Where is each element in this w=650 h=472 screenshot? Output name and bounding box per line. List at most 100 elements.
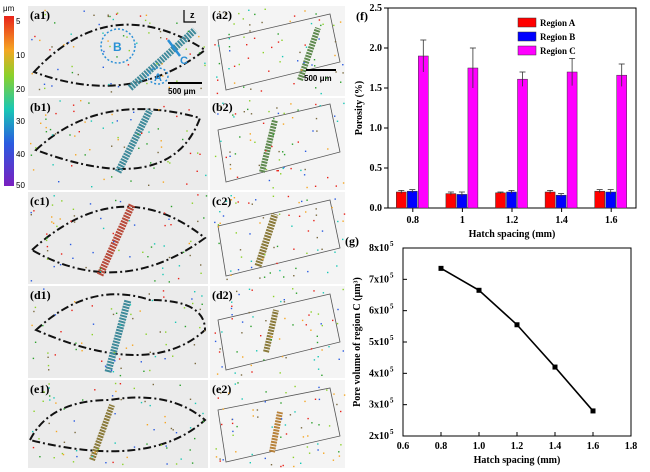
pore-dot [272, 295, 275, 298]
pore-dot [254, 141, 256, 143]
pore-dot [216, 92, 219, 95]
pore-dot [198, 35, 200, 38]
pore-dot [340, 444, 342, 446]
pore-dot [293, 83, 295, 85]
pore-dot [317, 356, 319, 358]
pore-dot [242, 356, 244, 358]
pore-dot [290, 103, 292, 105]
legend-label: Region A [540, 18, 576, 28]
image-a1 [28, 6, 208, 96]
pore-dot [81, 342, 83, 344]
pore-dot [63, 441, 66, 443]
y-tick-exponent: 5 [390, 303, 394, 311]
pore-dot [93, 14, 95, 16]
pore-dot [90, 120, 93, 122]
pore-dot [317, 249, 319, 251]
pore-dot [89, 203, 92, 205]
pore-dot [56, 225, 58, 228]
pore-dot [304, 10, 306, 12]
pore-dot [278, 213, 281, 215]
pore-dot [233, 197, 236, 199]
pore-dot [116, 120, 118, 122]
pore-dot [115, 199, 117, 202]
y-axis-label: Porosity (%) [354, 81, 365, 136]
panel-label: (b1) [30, 100, 51, 114]
pore-dot [221, 331, 223, 333]
pore-dot [38, 438, 40, 440]
pore-dot [166, 463, 168, 465]
pore-dot [248, 288, 251, 290]
pore-dot [187, 30, 190, 33]
pore-dot [265, 168, 268, 171]
pore-dot [295, 267, 297, 270]
pore-dot [43, 391, 45, 393]
pore-dot [63, 44, 65, 46]
pore-dot [281, 355, 284, 358]
pore-dot [113, 351, 116, 354]
contour-d1 [34, 293, 207, 356]
pore-dot [158, 109, 160, 111]
pore-dot [277, 41, 280, 43]
pore-dot [185, 48, 187, 50]
pore-dot [310, 348, 313, 350]
pore-dot [313, 290, 315, 292]
panel-label: (c1) [30, 194, 49, 208]
pore-dot [247, 57, 250, 59]
pore-dot [276, 170, 278, 172]
image-c2 [210, 192, 345, 284]
pore-dot [291, 117, 294, 119]
x-tick-label: 1.2 [511, 441, 524, 452]
pore-dot [42, 324, 44, 327]
pore-dot [190, 240, 192, 243]
pore-dot [268, 110, 270, 113]
pore-dot [218, 62, 221, 65]
pore-dot [55, 402, 57, 404]
pore-dot [318, 424, 320, 426]
pore-dot [113, 241, 115, 243]
y-tick-label: 8x10 [369, 243, 389, 254]
pore-dot [332, 459, 335, 461]
pore-dot [115, 390, 117, 393]
pore-dot [228, 68, 230, 70]
pore-dot [60, 253, 63, 255]
pore-dot [229, 151, 231, 153]
pore-dot [49, 399, 51, 401]
pore-dot [222, 102, 224, 104]
pore-dot [164, 358, 166, 360]
pore-dot [182, 138, 184, 141]
pore-dot [240, 374, 243, 376]
chart-f-porosity: (f) Porosity (%) Hatch spacing (mm) 0.0 0… [354, 3, 637, 240]
pore-dot [217, 226, 220, 228]
pore-dot [335, 71, 337, 73]
pore-dot [254, 13, 256, 16]
pore-dot [83, 10, 85, 12]
pore-dot [283, 166, 285, 169]
pore-dot [162, 273, 164, 276]
pore-dot [284, 317, 286, 320]
pore-dot [323, 452, 325, 454]
pore-dot [70, 33, 72, 35]
pore-dot [317, 313, 320, 315]
pore-dot [101, 360, 103, 362]
pore-dot [55, 430, 58, 433]
pore-dot [205, 195, 208, 197]
pore-dot [148, 32, 150, 34]
pore-dot [44, 13, 46, 16]
pore-dot [236, 176, 239, 178]
pore-dot [114, 360, 116, 362]
pore-dot [278, 159, 281, 161]
pore-dot [271, 145, 273, 148]
pore-dot [104, 365, 107, 367]
pore-dot [300, 462, 302, 464]
pore-dot [137, 133, 139, 136]
pore-dot [306, 252, 308, 254]
pore-dot [160, 37, 162, 39]
pore-dot [228, 46, 231, 48]
pore-dot [73, 215, 76, 217]
bar [616, 74, 627, 209]
pore-dot [80, 100, 82, 102]
pore-dot [168, 86, 170, 89]
pore-dot [163, 245, 165, 247]
pore-dot [164, 421, 166, 424]
region-c-arrow [167, 39, 181, 57]
